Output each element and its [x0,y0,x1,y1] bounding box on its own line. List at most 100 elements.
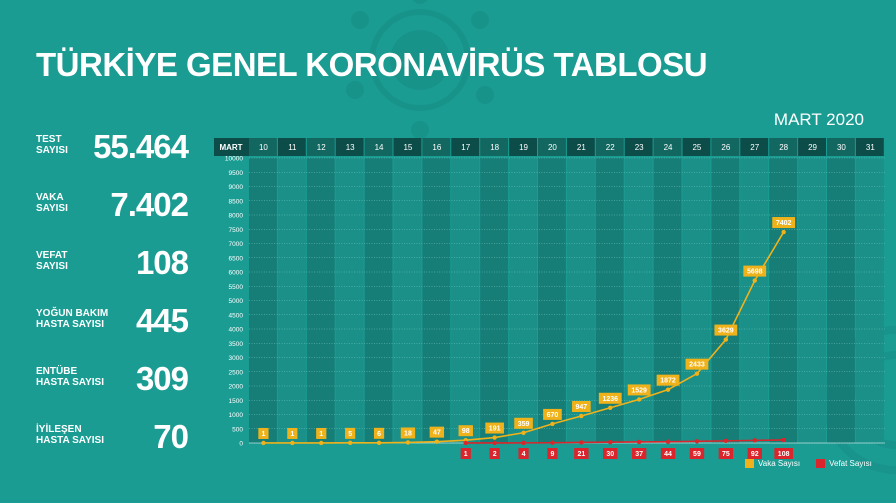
data-label: 59 [693,451,701,458]
data-point [723,337,729,342]
stat-value: 7.402 [110,186,189,223]
stat-value: 70 [153,418,189,455]
data-point [319,440,324,446]
data-label-box [543,408,562,420]
data-point [290,440,295,446]
x-tick-label: 10 [259,143,268,152]
x-tick-label: 12 [317,143,326,152]
y-tick-label: 4500 [229,312,244,319]
y-tick-label: 6500 [229,255,244,262]
x-header-label: MART [219,143,242,152]
data-label: 75 [722,451,730,458]
x-tick-label: 13 [346,143,355,152]
y-tick-label: 0 [239,441,243,448]
data-label-box [743,265,767,277]
y-tick-label: 2000 [229,384,244,391]
y-tick-label: 5500 [229,284,244,291]
x-header-cell [682,138,711,156]
x-header-cell [769,138,798,156]
data-label-box [518,448,529,459]
x-header-cell [798,138,826,156]
x-tick-label: 22 [606,143,615,152]
plot-column [364,158,393,443]
data-label-box [460,448,471,459]
x-header-cell [624,138,653,156]
data-label-box [287,427,298,439]
plot-column [451,158,480,443]
stat-label-line: HASTA SAYISI [36,319,104,330]
data-label-box [718,448,734,459]
data-label-box [598,392,622,404]
x-header-cell [393,138,422,156]
x-header-cell [451,138,480,156]
stat-value: 108 [135,244,189,281]
y-tick-label: 9000 [229,184,244,191]
data-point [636,397,642,402]
y-tick-label: 8000 [229,213,244,220]
data-label: 98 [462,428,470,435]
data-label-box [345,427,356,439]
x-header-cell [827,138,855,156]
data-point [694,439,700,444]
x-header-cell [566,138,595,156]
x-tick-label: 18 [490,143,499,152]
stat-label-line: ENTÜBE [36,366,78,377]
x-tick-label: 11 [288,143,297,152]
stat-label: VEFAT SAYISI [36,250,116,272]
series-line [465,439,784,444]
x-tick-label: 17 [461,143,470,152]
stat-label-line: SAYISI [36,261,68,272]
plot-column [711,158,740,443]
x-header-cell [306,138,335,156]
x-tick-label: 21 [577,143,586,152]
data-label: 2 [493,451,497,458]
stat-vefat: VEFAT SAYISI 108 [36,244,189,294]
data-label-box [316,427,327,439]
y-tick-label: 8500 [229,198,244,205]
data-label-box [547,448,558,459]
data-point [492,440,497,446]
x-tick-label: 27 [750,143,759,152]
data-label: 1 [261,431,265,438]
stat-label: YOĞUN BAKIM HASTA SAYISI [36,308,116,330]
x-tick-label: 25 [692,143,701,152]
stat-vaka: VAKA SAYISI 7.402 [36,186,189,236]
x-header-cell [509,138,537,156]
data-label-box [631,448,647,459]
data-label: 1236 [602,396,618,403]
stat-value: 55.464 [93,128,189,165]
x-header-cell [653,138,682,156]
stat-yogun-bakim: YOĞUN BAKIM HASTA SAYISI 445 [36,302,189,352]
x-tick-label: 26 [721,143,730,152]
stat-label-line: HASTA SAYISI [36,435,104,446]
data-point [405,440,411,445]
data-label: 2433 [689,362,705,369]
data-label-box [627,384,651,396]
data-label: 1 [319,431,323,438]
stat-label-line: SAYISI [36,145,68,156]
stat-label-line: HASTA SAYISI [36,377,104,388]
plot-column [769,158,798,443]
virus-watermark-icon [346,0,494,139]
x-tick-label: 28 [779,143,788,152]
legend-label-vaka: Vaka Sayısı [758,459,801,468]
data-label: 92 [751,451,759,458]
data-point [752,278,757,283]
data-label-box [458,425,473,437]
x-header-cell [214,138,249,156]
x-tick-label: 24 [664,143,673,152]
x-header-cell [422,138,451,156]
x-header-cell [740,138,769,156]
data-label-box [572,401,591,413]
data-point [492,435,497,440]
legend-swatch-vaka [745,459,754,468]
data-point [723,438,729,444]
data-label: 44 [664,451,672,458]
data-label: 47 [433,430,441,437]
x-header-cell [711,138,740,156]
legend-item-vaka: Vaka Sayısı [745,459,800,468]
stat-test: TEST SAYISI 55.464 [36,128,189,178]
data-point [261,440,266,446]
data-label-box [660,448,676,459]
data-label-box [429,426,445,438]
